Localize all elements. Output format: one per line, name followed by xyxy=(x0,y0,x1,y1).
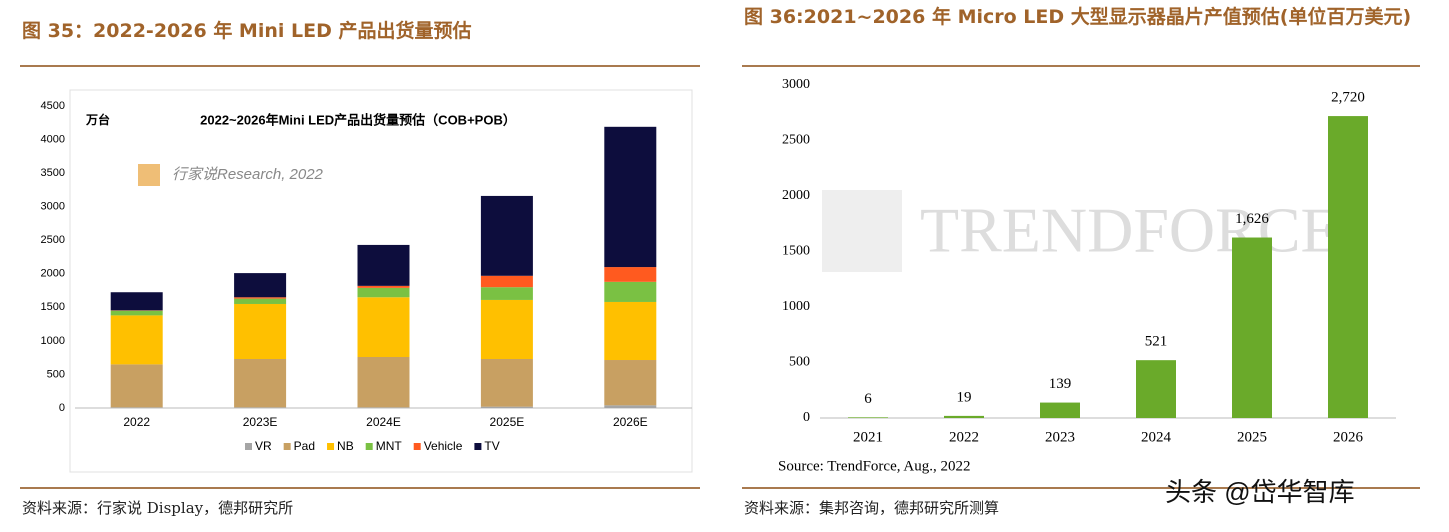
watermark: TRENDFORCE xyxy=(920,195,1340,266)
bar-segment xyxy=(480,287,533,300)
legend-swatch xyxy=(365,443,373,450)
legend-swatch xyxy=(327,443,335,450)
bar-segment xyxy=(480,406,533,408)
bar-segment xyxy=(110,315,163,365)
bar-segment xyxy=(110,407,163,408)
x-tick-label: 2023E xyxy=(243,415,278,429)
bar-segment xyxy=(234,303,287,360)
y-tick-label: 3000 xyxy=(782,77,810,92)
watermark: 行家说Research, 2022 xyxy=(172,166,324,183)
caption: 图 35：2022-2026 年 Mini LED 产品出货量预估 xyxy=(22,20,472,42)
legend-label: MNT xyxy=(376,439,403,453)
value-label: 139 xyxy=(1049,376,1072,392)
bar-segment xyxy=(234,273,287,298)
bar-segment xyxy=(110,310,163,316)
bar-segment xyxy=(480,275,533,288)
bar-segment xyxy=(604,281,657,302)
bar-segment xyxy=(480,359,533,407)
x-tick-label: 2023 xyxy=(1045,429,1075,445)
bar-segment xyxy=(234,359,287,408)
legend-label: NB xyxy=(337,439,354,453)
bar-segment xyxy=(357,244,410,286)
y-tick-label: 0 xyxy=(59,402,65,414)
y-tick-label: 500 xyxy=(789,355,810,370)
chart-title: 2022~2026年Mini LED产品出货量预估（COB+POB） xyxy=(200,112,516,127)
x-tick-label: 2021 xyxy=(853,429,883,445)
y-tick-label: 2500 xyxy=(782,133,810,148)
bar-segment xyxy=(604,267,657,282)
bar-segment xyxy=(110,364,163,408)
legend-swatch xyxy=(474,443,482,450)
legend-swatch xyxy=(413,443,421,450)
y-tick-label: 1500 xyxy=(782,244,810,259)
source: 资料来源：行家说 Display，德邦研究所 xyxy=(22,499,294,517)
bar xyxy=(848,417,888,418)
y-tick-label: 1000 xyxy=(782,299,810,314)
x-tick-label: 2024 xyxy=(1141,429,1172,445)
bar-segment xyxy=(604,126,657,268)
y-tick-label: 1000 xyxy=(41,335,65,347)
caption: 图 36:2021~2026 年 Micro LED 大型显示器晶片产值预估(单… xyxy=(744,6,1412,28)
source: 资料来源：集邦咨询，德邦研究所测算 xyxy=(744,499,1000,517)
bar-segment xyxy=(234,407,287,408)
chart-frame xyxy=(69,89,693,473)
watermark: 头条 @岱华智库 xyxy=(1165,477,1355,507)
legend-label: TV xyxy=(484,439,499,453)
legend-label: Pad xyxy=(294,439,315,453)
y-tick-label: 0 xyxy=(803,410,810,425)
bar-segment xyxy=(480,195,533,276)
x-tick-label: 2022 xyxy=(123,415,150,429)
legend-label: VR xyxy=(255,439,272,453)
value-label: 521 xyxy=(1145,334,1168,350)
y-tick-label: 500 xyxy=(47,368,65,380)
bar-segment xyxy=(480,299,533,360)
bar-segment xyxy=(234,298,287,304)
legend-swatch xyxy=(245,443,252,450)
y-tick-label: 2000 xyxy=(782,188,810,203)
source-note: Source: TrendForce, Aug., 2022 xyxy=(778,458,971,474)
y-tick-label: 3000 xyxy=(41,201,65,213)
bar-segment xyxy=(110,292,163,311)
bar-segment xyxy=(357,285,410,288)
y-axis-label: 万台 xyxy=(85,112,110,127)
x-tick-label: 2025 xyxy=(1237,429,1267,445)
bar-segment xyxy=(357,407,410,408)
x-tick-label: 2025E xyxy=(490,415,525,429)
y-tick-label: 3500 xyxy=(41,167,65,179)
bar xyxy=(1040,402,1080,418)
bar-segment xyxy=(604,301,657,361)
y-tick-label: 2500 xyxy=(41,234,65,246)
bar-segment xyxy=(357,297,410,357)
value-label: 2,720 xyxy=(1331,90,1365,106)
x-tick-label: 2024E xyxy=(366,415,401,429)
legend-swatch xyxy=(283,443,291,450)
logo-icon xyxy=(138,164,160,186)
bar xyxy=(1328,116,1368,418)
bar-segment xyxy=(357,287,410,298)
y-tick-label: 1500 xyxy=(41,301,65,313)
legend-label: Vehicle xyxy=(424,439,463,453)
y-tick-label: 4500 xyxy=(41,100,65,112)
x-tick-label: 2026 xyxy=(1333,429,1364,445)
bar xyxy=(1136,360,1176,418)
x-tick-label: 2026E xyxy=(613,415,648,429)
bar-segment xyxy=(234,297,287,299)
logo-icon xyxy=(822,190,902,272)
y-tick-label: 4000 xyxy=(41,133,65,145)
bar xyxy=(944,415,984,418)
value-label: 19 xyxy=(957,389,972,405)
bar xyxy=(1232,237,1272,418)
y-tick-label: 2000 xyxy=(41,268,65,280)
value-label: 6 xyxy=(864,391,872,407)
x-tick-label: 2022 xyxy=(949,429,979,445)
bar-segment xyxy=(357,356,410,408)
bar-segment xyxy=(604,360,657,406)
bar-segment xyxy=(604,405,657,408)
value-label: 1,626 xyxy=(1235,211,1269,227)
